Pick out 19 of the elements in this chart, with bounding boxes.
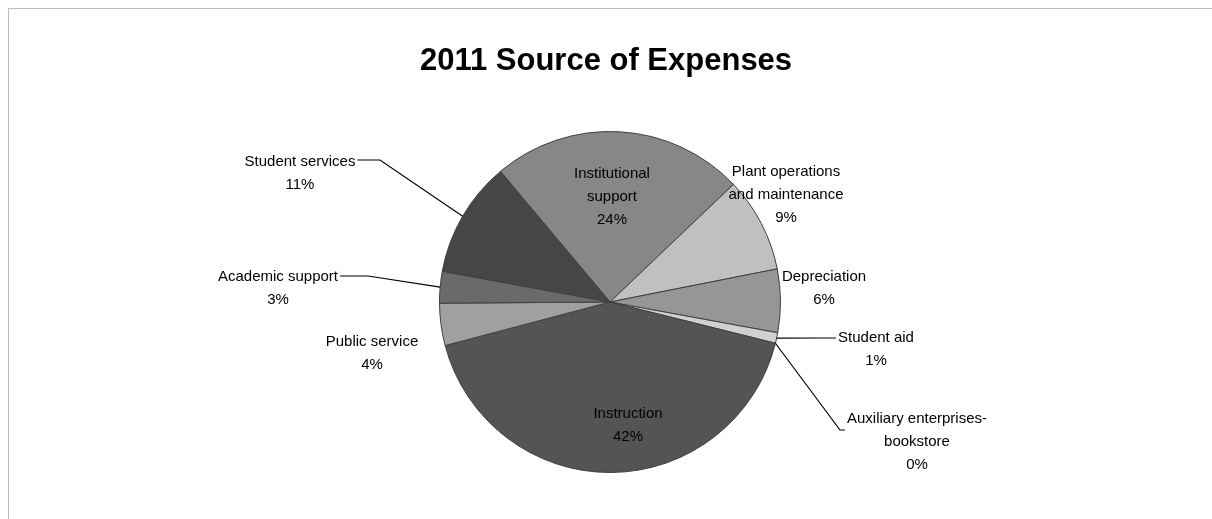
slice-label: Academic support [217,266,339,284]
slice-label: Depreciation [781,266,867,284]
category-label: Auxiliary enterprises-bookstore [846,409,988,450]
data-label: 11% [285,174,315,192]
data-label: 1% [865,350,887,368]
data-label: 6% [813,289,835,307]
data-label: 3% [267,289,289,307]
slice-label: Plant operations and maintenance [728,162,844,203]
text: 0% [906,455,928,473]
chart-title: 2011 Source of Expenses [419,41,793,77]
data-label: 4% [361,354,383,372]
slice-label: Student aid [838,327,914,345]
data-label: 24% [596,210,628,228]
data-label: 42% [612,426,644,444]
slice-label: Public service [325,331,419,349]
slice-label: Student services [244,151,356,169]
slice-label: Instruction [593,403,663,421]
slice-label: Institutional support [574,164,650,205]
data-label: 9% [775,208,797,226]
